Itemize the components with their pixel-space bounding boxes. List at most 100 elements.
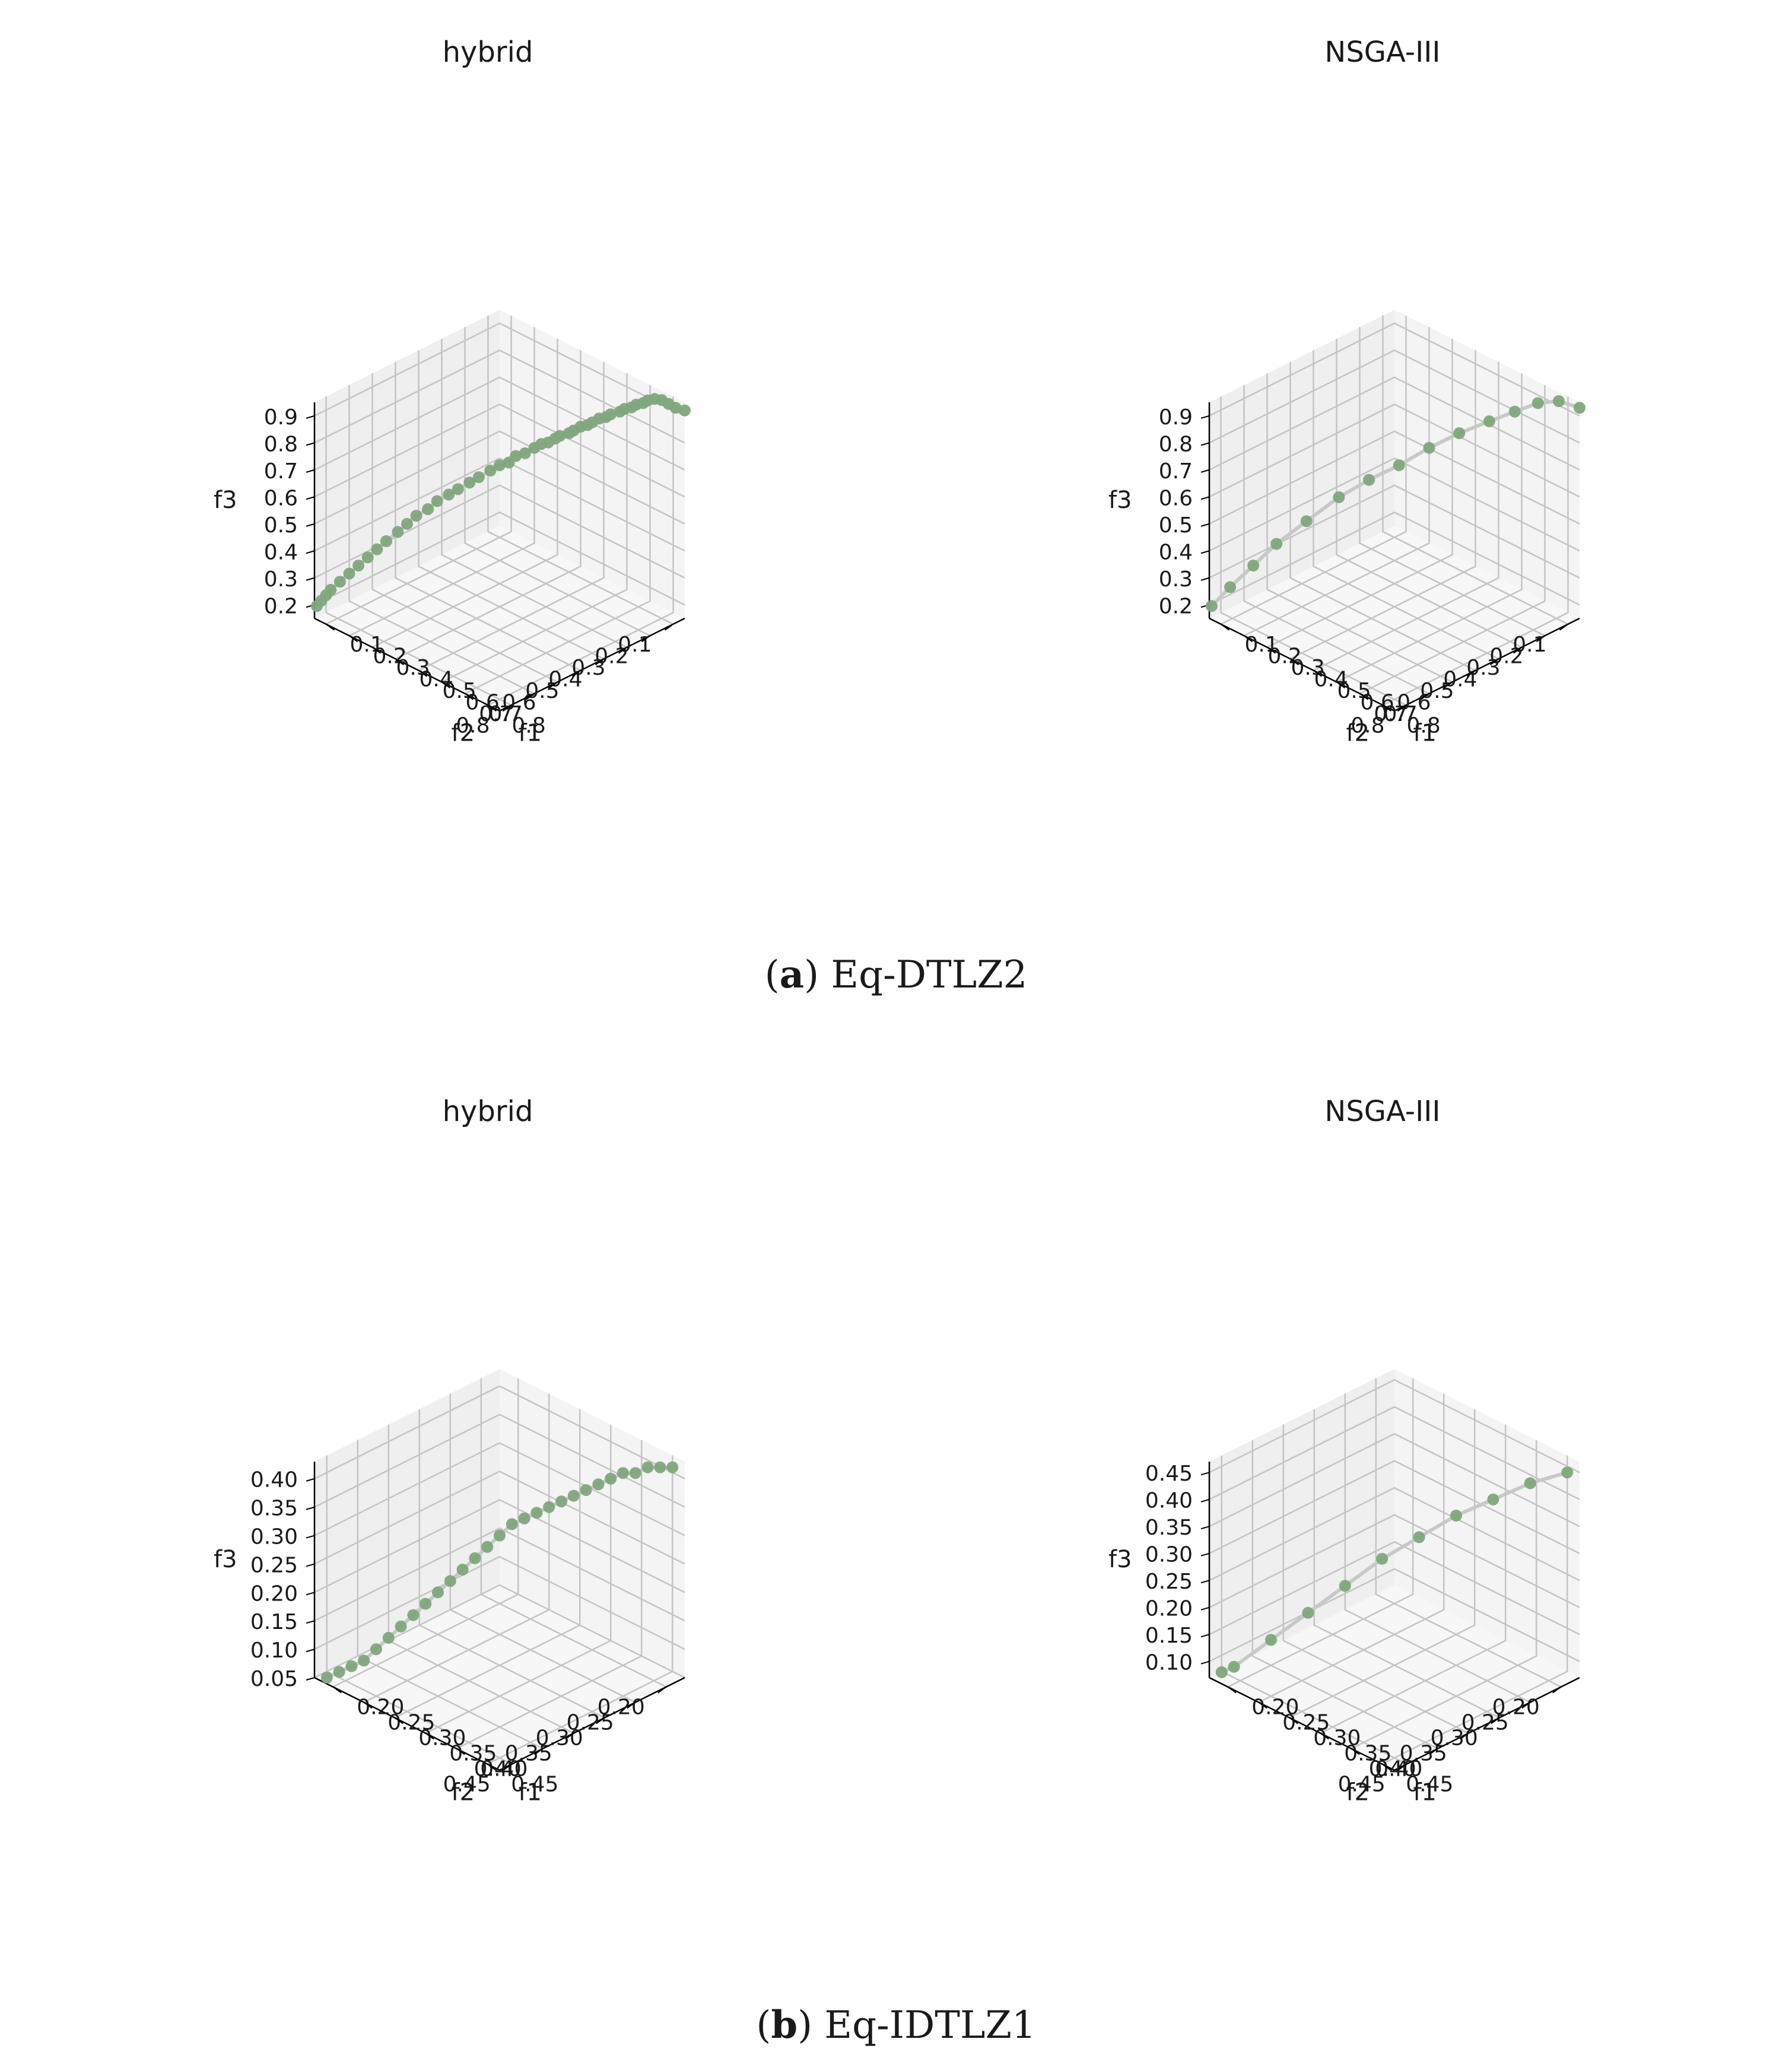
axes-lines [313, 1462, 685, 1771]
data-point [1483, 415, 1495, 427]
data-point [1363, 474, 1375, 486]
y-tick-label: 0.3 [571, 656, 605, 680]
data-point [333, 576, 346, 588]
data-point [484, 465, 497, 477]
gridline-z [314, 457, 685, 552]
y-tick [1559, 623, 1569, 631]
gridline-z [1209, 376, 1580, 471]
data-point [530, 1507, 543, 1519]
z-tick [306, 469, 315, 473]
z-tick [306, 577, 315, 581]
x-tick [1320, 1732, 1329, 1740]
data-point [1532, 397, 1544, 409]
x-tick [1351, 1748, 1360, 1755]
x-tick [348, 635, 358, 643]
gridline-z [1209, 430, 1580, 525]
data-point [1561, 1466, 1574, 1479]
z-axis-label: f3 [214, 1546, 237, 1573]
x-tick-label: 0.5 [443, 679, 476, 703]
z-tick [1200, 496, 1210, 500]
x-tick [456, 1748, 465, 1755]
data-point [410, 510, 422, 522]
y-tick [548, 681, 558, 689]
y-tick-label: 0.40 [1369, 1757, 1416, 1781]
data-point [641, 1461, 654, 1473]
data-point [1333, 491, 1345, 503]
x-tick-label: 0.35 [1344, 1742, 1391, 1766]
gridline-y [487, 315, 674, 625]
z-tick [306, 496, 315, 500]
gridline-x [1336, 373, 1523, 683]
x-axis-label: f1 [518, 720, 542, 747]
data-point [481, 1541, 494, 1553]
x-tick [441, 681, 451, 689]
gridline-x [1220, 315, 1407, 625]
gridline-y [1220, 396, 1407, 706]
gridline-y [371, 373, 558, 683]
y-tick [565, 1732, 574, 1740]
data-point [555, 1495, 567, 1508]
x-tick-label: 0.20 [1251, 1695, 1299, 1720]
gridline-x [1289, 1409, 1476, 1719]
y-tick-label: 0.35 [1400, 1742, 1447, 1766]
gridline-y [1375, 1378, 1562, 1688]
z-axis-label: f3 [1108, 487, 1132, 514]
gridline-z [314, 376, 685, 471]
x-axis-line [314, 1676, 500, 1771]
chart-panel-b-nsga3: NSGA-III 0.200.250.300.350.400.450.200.2… [1108, 1095, 1580, 1806]
data-point [343, 567, 355, 580]
z-tick-label: 0.15 [1145, 1624, 1193, 1648]
axes-lines [313, 402, 685, 712]
z-tick [1200, 1606, 1210, 1611]
data-point [1265, 1634, 1277, 1646]
y-tick [1513, 646, 1523, 654]
x-tick-label: 0.4 [1314, 667, 1348, 691]
z-tick-label: 0.5 [264, 513, 298, 538]
pane-xz [500, 1369, 685, 1678]
series [1215, 1466, 1574, 1678]
data-point [567, 1490, 580, 1502]
gridline-z [1209, 1379, 1580, 1473]
data-point [1205, 600, 1218, 612]
y-tick [596, 1717, 605, 1725]
data-point [420, 1598, 432, 1610]
gridline-y [1313, 1409, 1500, 1719]
data-point [1413, 1531, 1425, 1544]
y-tick-label: 0.45 [443, 1773, 491, 1797]
x-tick [1313, 669, 1323, 677]
gridline-z [314, 511, 685, 606]
x-tick [1258, 1701, 1267, 1709]
data-point [580, 1484, 592, 1496]
gridline-x [1381, 1455, 1568, 1765]
x-tick-label: 0.1 [350, 633, 384, 657]
z-tick-label: 0.35 [1145, 1516, 1193, 1540]
z-tick [1200, 1660, 1210, 1665]
gridline-z [1209, 457, 1580, 552]
data-point [1300, 515, 1313, 528]
z-tick-label: 0.45 [1145, 1462, 1193, 1486]
x-tick [1220, 623, 1230, 631]
data-point [494, 1529, 506, 1542]
data-point [1524, 1477, 1536, 1490]
data-point [1423, 442, 1435, 454]
data-point [543, 1501, 555, 1513]
axes-lines [1208, 1462, 1580, 1771]
data-point [1302, 1606, 1314, 1619]
gridline-x [418, 361, 605, 671]
pane-xz [500, 310, 685, 618]
gridlines [1209, 315, 1580, 706]
data-point [605, 1472, 617, 1485]
gridline-x [1258, 1393, 1445, 1703]
data-point [358, 1654, 370, 1667]
data-point [654, 1461, 666, 1473]
caption-a: (a) Eq-DTLZ2 [764, 952, 1028, 997]
gridline-x [441, 373, 628, 683]
y-axis-label: f2 [1346, 1779, 1370, 1806]
z-tick [306, 1677, 315, 1681]
gridline-z [1209, 403, 1580, 498]
z-tick [306, 442, 315, 446]
y-axis-line [1394, 1676, 1580, 1771]
x-tick-label: 0.45 [1406, 1773, 1453, 1797]
x-tick-label: 0.3 [1291, 656, 1325, 680]
gridline-y [1344, 1393, 1531, 1703]
